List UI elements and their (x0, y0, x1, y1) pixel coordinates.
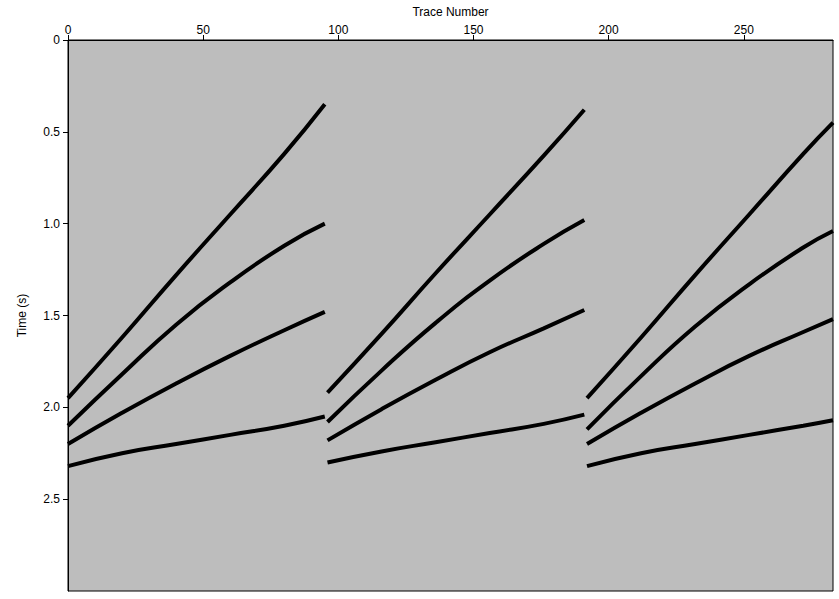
svg-text:250: 250 (734, 23, 754, 37)
svg-text:Time (s): Time (s) (15, 294, 29, 338)
svg-text:0: 0 (65, 23, 72, 37)
svg-text:200: 200 (599, 23, 619, 37)
svg-text:Trace Number: Trace Number (412, 5, 488, 19)
svg-text:1.0: 1.0 (43, 217, 60, 231)
svg-text:150: 150 (463, 23, 483, 37)
svg-text:2.0: 2.0 (43, 400, 60, 414)
svg-text:0.5: 0.5 (43, 125, 60, 139)
svg-text:1.5: 1.5 (43, 309, 60, 323)
svg-text:50: 50 (196, 23, 210, 37)
svg-text:100: 100 (328, 23, 348, 37)
svg-text:2.5: 2.5 (43, 492, 60, 506)
svg-text:0: 0 (53, 33, 60, 47)
